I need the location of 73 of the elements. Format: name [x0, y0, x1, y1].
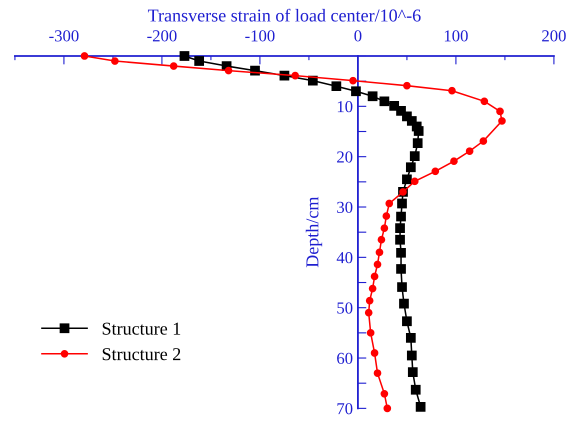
point	[111, 57, 119, 65]
legend-label: Structure 2	[102, 348, 180, 360]
point	[396, 212, 406, 222]
x-tick-label: 100	[444, 30, 468, 42]
x-tick-label: -100	[245, 30, 275, 42]
point	[406, 350, 417, 360]
point	[410, 178, 419, 186]
point	[496, 108, 504, 116]
point	[402, 174, 412, 184]
point	[406, 162, 416, 172]
x-tick-label: 0	[354, 30, 362, 42]
point	[480, 97, 488, 106]
point	[368, 284, 376, 292]
point	[414, 126, 424, 136]
y-tick-label: 30	[337, 202, 352, 213]
point	[498, 117, 506, 125]
point	[368, 91, 378, 102]
point	[395, 223, 405, 234]
x-axis-title: Transverse strain of load center/10^-6	[148, 8, 421, 22]
point	[351, 86, 361, 96]
point	[370, 349, 378, 357]
point	[291, 72, 300, 80]
point	[466, 147, 474, 155]
point	[331, 81, 342, 92]
point	[410, 151, 420, 162]
point	[80, 52, 88, 60]
y-axis-title: Depth/cm	[306, 196, 322, 268]
point	[448, 86, 456, 95]
y-tick-label: 10	[338, 101, 352, 112]
point	[402, 316, 412, 326]
point	[412, 138, 423, 148]
point	[194, 56, 204, 66]
point	[408, 367, 418, 377]
point	[397, 198, 407, 208]
point	[432, 167, 440, 176]
point	[382, 212, 390, 220]
x-tick-label: -300	[49, 30, 79, 42]
point	[396, 248, 406, 258]
point	[180, 51, 190, 61]
point	[396, 264, 406, 274]
point	[380, 224, 388, 232]
point	[349, 76, 357, 84]
point	[399, 298, 409, 309]
x-tick-label: -200	[147, 30, 177, 42]
point	[406, 333, 416, 343]
point	[416, 402, 426, 412]
point	[224, 66, 232, 74]
point	[380, 390, 388, 398]
y-tick-label: 20	[337, 151, 352, 163]
point	[366, 329, 374, 337]
y-tick-label: 50	[337, 302, 352, 314]
y-tick-label: 60	[337, 352, 352, 364]
point	[450, 157, 458, 166]
legend-label: Structure 1	[102, 322, 180, 335]
point	[374, 260, 382, 268]
y-tick-label: 40	[336, 252, 352, 264]
point	[376, 248, 384, 256]
point	[366, 296, 374, 304]
point	[370, 272, 378, 280]
point	[385, 200, 394, 208]
point	[403, 82, 411, 90]
point	[378, 236, 386, 244]
point	[383, 404, 392, 412]
point	[410, 384, 421, 395]
point	[395, 234, 405, 245]
point	[364, 308, 373, 317]
point	[374, 369, 382, 377]
point	[397, 282, 407, 292]
point	[380, 96, 390, 106]
point	[170, 62, 178, 70]
point	[480, 137, 488, 145]
y-tick-label: 70	[337, 403, 352, 414]
x-tick-label: 200	[542, 30, 566, 42]
